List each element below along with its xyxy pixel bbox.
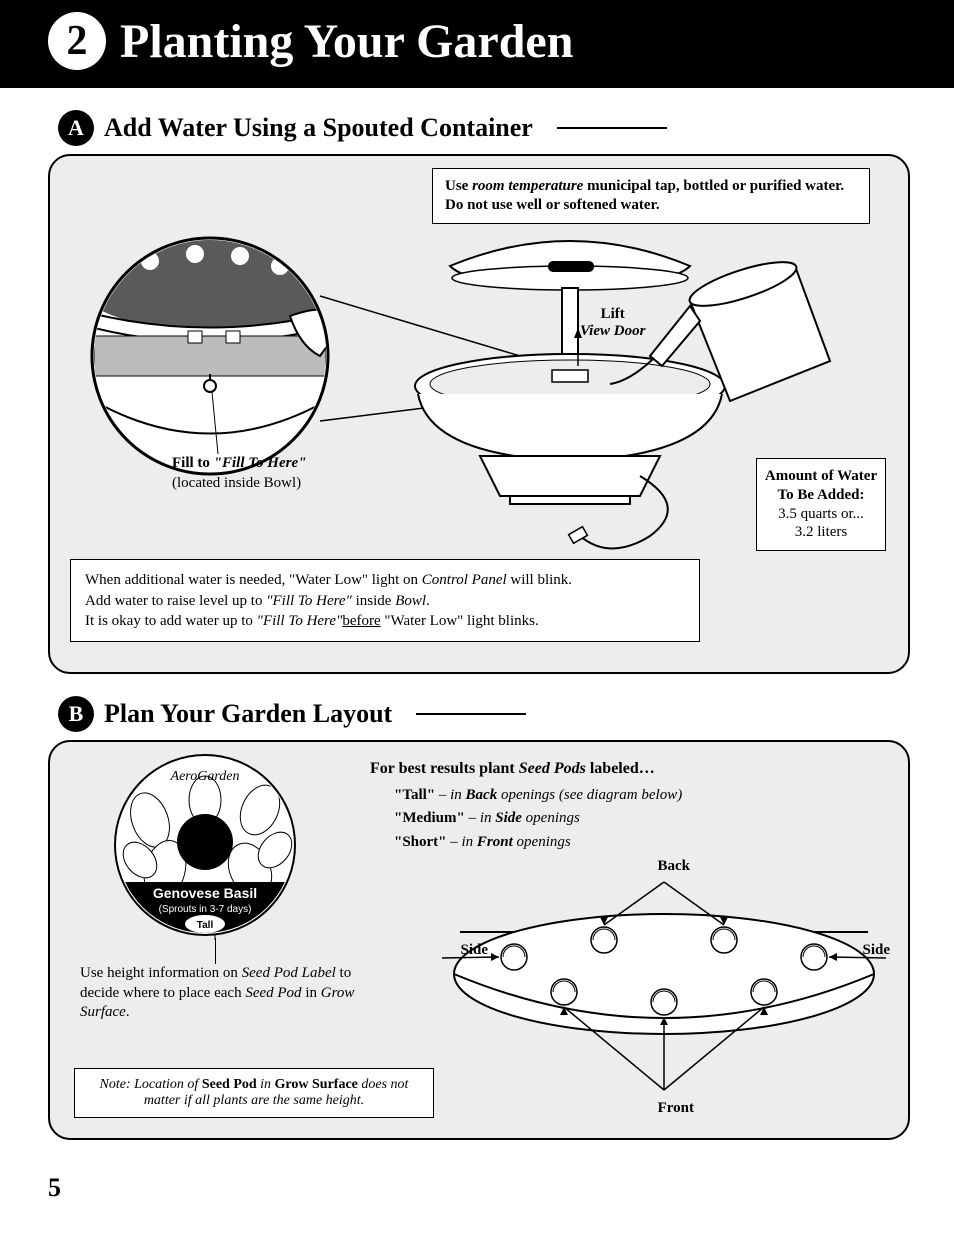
section-a-rule [557, 127, 667, 129]
list-item: "Medium" – in Side openings [394, 807, 682, 830]
bl3u: before [342, 613, 380, 629]
bl2bowl: Bowl [395, 593, 426, 609]
amount-line1: 3.5 quarts or... [778, 506, 864, 522]
section-b-badge: B [58, 696, 94, 732]
water-note-prefix: Use [445, 178, 472, 194]
section-b-letter: B [69, 701, 84, 727]
label-side-right: Side [862, 942, 890, 959]
section-b-rule [416, 713, 526, 715]
section-a-letter: A [68, 115, 84, 141]
bi-b: Seed Pods [519, 760, 586, 777]
bl3q: "Fill To Here" [257, 613, 343, 629]
section-b-note: Note: Location of Seed Pod in Grow Surfa… [74, 1068, 434, 1118]
section-b-header: B Plan Your Garden Layout [58, 696, 954, 732]
lift-view-door-label: Lift View Door [580, 306, 645, 340]
pod-name-text: Genovese Basil [153, 885, 257, 901]
section-a-title: Add Water Using a Spouted Container [104, 113, 543, 143]
seed-pod-illustration: AeroGarden Genovese Basil (Sprouts in 3-… [110, 750, 300, 940]
section-a-panel: Use room temperature municipal tap, bott… [48, 154, 910, 674]
page-header: 2 Planting Your Garden [0, 0, 954, 88]
label-front: Front [658, 1100, 694, 1117]
pod-caption: Use height information on Seed Pod Label… [80, 964, 380, 1023]
section-b-panel: AeroGarden Genovese Basil (Sprouts in 3-… [48, 740, 910, 1140]
bl3a: It is okay to add water up to [85, 613, 257, 629]
step-number: 2 [67, 20, 88, 62]
label-back: Back [657, 858, 690, 875]
water-amount-box: Amount of Water To Be Added: 3.5 quarts … [756, 458, 886, 551]
bl2q: "Fill To Here" [266, 593, 352, 609]
fill-label-prefix: Fill to [172, 455, 214, 471]
bl1-end: will blink. [507, 572, 572, 588]
fill-label-quote: "Fill To Here" [214, 455, 307, 471]
bl2b: inside [352, 593, 395, 609]
fill-to-here-label: Fill to "Fill To Here" (located inside B… [172, 454, 306, 493]
list-item: "Tall" – in Back openings (see diagram b… [394, 784, 682, 807]
bl1-bold: When additional water is needed, [85, 572, 285, 588]
lift-line1: Lift [601, 306, 625, 322]
pod-leader-line [215, 938, 216, 964]
additional-water-note: When additional water is needed, "Water … [70, 559, 700, 642]
section-a-badge: A [58, 110, 94, 146]
lift-line2: View Door [580, 323, 645, 339]
section-b-intro: For best results plant Seed Pods labeled… [370, 760, 655, 778]
water-note-italic: room temperature [472, 178, 583, 194]
section-b-list: "Tall" – in Back openings (see diagram b… [394, 784, 682, 854]
bl1-italic: Control Panel [422, 572, 507, 588]
section-a-header: A Add Water Using a Spouted Container [58, 110, 954, 146]
bi-a: For best results plant [370, 760, 519, 777]
label-side-left: Side [460, 942, 488, 959]
pod-tag-text: Tall [197, 920, 214, 931]
page-title: Planting Your Garden [120, 14, 573, 69]
aerogarden-device [415, 241, 725, 549]
amount-title: Amount of Water To Be Added: [765, 468, 877, 503]
bl3c: "Water Low" light blinks. [381, 613, 539, 629]
bl2c: . [426, 593, 430, 609]
fill-label-sub: (located inside Bowl) [172, 475, 301, 491]
pod-sprout-text: (Sprouts in 3-7 days) [159, 904, 252, 915]
bi-c: labeled… [586, 760, 655, 777]
section-b-title: Plan Your Garden Layout [104, 699, 402, 729]
bl2a: Add water to raise level up to [85, 593, 266, 609]
grow-surface-diagram [434, 862, 894, 1122]
bl1-rest: "Water Low" light on [285, 572, 421, 588]
page-number: 5 [48, 1173, 61, 1203]
svg-text:AeroGarden: AeroGarden [170, 769, 240, 784]
list-item: "Short" – in Front openings [394, 831, 682, 854]
magnifier-detail [70, 221, 350, 476]
step-number-badge: 2 [48, 12, 106, 70]
amount-line2: 3.2 liters [795, 524, 848, 540]
